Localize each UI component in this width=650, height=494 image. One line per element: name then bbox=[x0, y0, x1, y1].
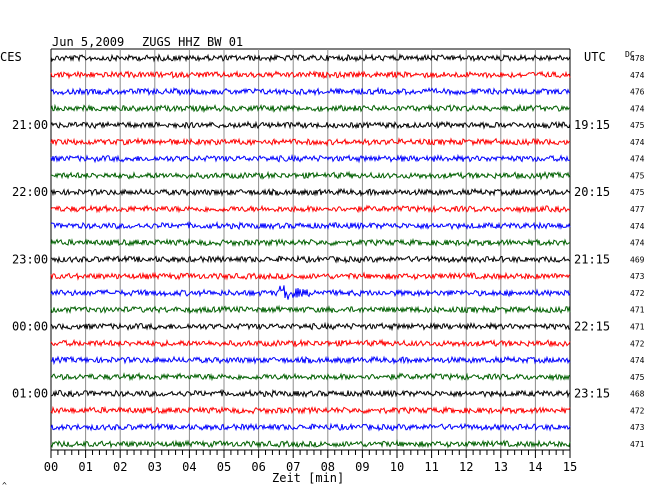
trace-23 bbox=[50, 439, 571, 449]
dc-value-16: 471 bbox=[630, 322, 645, 331]
x-tick-label-14: 14 bbox=[528, 460, 542, 474]
dc-value-4: 475 bbox=[630, 121, 645, 130]
x-tick-label-04: 04 bbox=[182, 460, 196, 474]
x-axis: 00 01 02 03 04 05 06 07 08 09 10 11 12 13 14 15 bbox=[44, 449, 577, 474]
x-tick-label-01: 01 bbox=[78, 460, 92, 474]
dc-value-15: 471 bbox=[630, 306, 645, 315]
header-station: ZUGS HHZ BW 01 bbox=[142, 35, 243, 49]
trace-15 bbox=[50, 304, 571, 315]
minute-gridlines bbox=[85, 49, 536, 450]
trace-14 bbox=[50, 285, 571, 300]
trace-17 bbox=[50, 338, 571, 348]
trace-11 bbox=[50, 237, 571, 248]
x-tick-label-09: 09 bbox=[355, 460, 369, 474]
x-tick-label-11: 11 bbox=[424, 460, 438, 474]
trace-1 bbox=[50, 70, 571, 80]
local-time-4: 21:00 bbox=[12, 118, 48, 132]
local-time-labels: 21:00 22:00 23:00 00:00 01:00 bbox=[12, 118, 48, 400]
trace-10 bbox=[50, 220, 571, 231]
local-time-20: 01:00 bbox=[12, 387, 48, 401]
trace-20 bbox=[50, 388, 571, 399]
trace-7 bbox=[51, 170, 571, 181]
dc-value-7: 475 bbox=[630, 171, 645, 180]
trace-group bbox=[50, 53, 571, 449]
dc-value-13: 473 bbox=[630, 272, 645, 281]
utc-time-labels: 19:15 20:15 21:15 22:15 23:15 bbox=[574, 118, 610, 400]
trace-22 bbox=[50, 422, 571, 432]
dc-value-20: 468 bbox=[630, 390, 645, 399]
x-tick-label-10: 10 bbox=[390, 460, 404, 474]
utc-time-12: 21:15 bbox=[574, 252, 610, 266]
x-tick-label-15: 15 bbox=[563, 460, 577, 474]
dc-label: DC bbox=[625, 50, 635, 59]
local-time-8: 22:00 bbox=[12, 185, 48, 199]
dc-value-14: 472 bbox=[630, 289, 645, 298]
dc-value-21: 472 bbox=[630, 406, 645, 415]
x-tick-label-06: 06 bbox=[251, 460, 265, 474]
utc-time-8: 20:15 bbox=[574, 185, 610, 199]
trace-12 bbox=[50, 254, 571, 264]
trace-18 bbox=[50, 355, 571, 366]
dc-value-0: 478 bbox=[630, 54, 645, 63]
trace-5 bbox=[50, 137, 571, 147]
trace-4 bbox=[50, 120, 571, 130]
dc-value-17: 472 bbox=[630, 339, 645, 348]
local-time-12: 23:00 bbox=[12, 252, 48, 266]
dc-value-12: 469 bbox=[630, 255, 645, 264]
dc-value-2: 476 bbox=[630, 88, 645, 97]
dc-value-11: 474 bbox=[630, 239, 645, 248]
utc-time-20: 23:15 bbox=[574, 387, 610, 401]
local-time-16: 00:00 bbox=[12, 319, 48, 333]
trace-16 bbox=[50, 321, 571, 332]
dc-value-18: 474 bbox=[630, 356, 645, 365]
dc-value-19: 475 bbox=[630, 373, 645, 382]
x-tick-label-13: 13 bbox=[494, 460, 508, 474]
x-tick-label-00: 00 bbox=[44, 460, 58, 474]
dc-value-8: 475 bbox=[630, 188, 645, 197]
dc-value-10: 474 bbox=[630, 222, 645, 231]
utc-time-16: 22:15 bbox=[574, 319, 610, 333]
dc-value-5: 474 bbox=[630, 138, 645, 147]
x-tick-label-02: 02 bbox=[113, 460, 127, 474]
x-axis-label: Zeit [min] bbox=[272, 471, 344, 485]
dc-value-9: 477 bbox=[630, 205, 645, 214]
trace-21 bbox=[50, 405, 571, 415]
trace-13 bbox=[50, 271, 571, 281]
x-tick-label-07: 07 bbox=[286, 460, 300, 474]
dc-offset-values: 478 474 476 474 475 474 474 475 475 477 474 474 469 4… bbox=[630, 54, 645, 449]
right-timezone-label: UTC bbox=[584, 50, 606, 64]
plot-area bbox=[50, 48, 571, 450]
dc-value-23: 471 bbox=[630, 440, 645, 449]
trace-2 bbox=[50, 86, 571, 97]
trace-19 bbox=[50, 371, 571, 382]
trace-6 bbox=[50, 153, 571, 164]
utc-time-4: 19:15 bbox=[574, 118, 610, 132]
trace-3 bbox=[50, 103, 571, 114]
dc-value-6: 474 bbox=[630, 155, 645, 164]
x-tick-label-03: 03 bbox=[148, 460, 162, 474]
dc-value-22: 473 bbox=[630, 423, 645, 432]
footer-mark: ^ bbox=[2, 481, 7, 490]
trace-8 bbox=[50, 187, 571, 198]
trace-0 bbox=[50, 53, 571, 63]
dc-value-1: 474 bbox=[630, 71, 645, 80]
x-tick-label-05: 05 bbox=[217, 460, 231, 474]
header-date: Jun 5,2009 bbox=[52, 35, 124, 49]
x-tick-label-12: 12 bbox=[459, 460, 473, 474]
trace-9 bbox=[50, 204, 571, 214]
x-tick-label-08: 08 bbox=[321, 460, 335, 474]
left-timezone-label: CES bbox=[0, 50, 22, 64]
chart-header: Jun 5,2009 ZUGS HHZ BW 01 CES UTC DC bbox=[0, 35, 635, 64]
dc-value-3: 474 bbox=[630, 104, 645, 113]
